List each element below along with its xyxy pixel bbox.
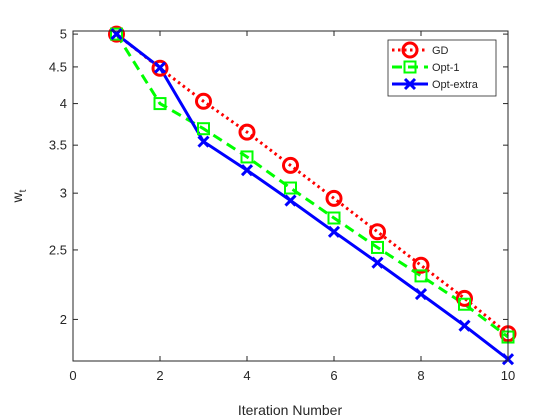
y-tick-label: 4 — [60, 96, 67, 111]
point-gd — [195, 92, 212, 110]
point-opt-1 — [197, 122, 210, 136]
point-opt-extra — [153, 61, 167, 74]
point-gd — [108, 25, 125, 43]
point-gd — [456, 289, 473, 307]
y-axis-label-sub: t — [18, 189, 29, 192]
point-opt-extra — [414, 287, 428, 301]
plot-frame — [72, 30, 509, 362]
legend-entry-gd: GD — [392, 41, 449, 59]
point-opt-1 — [327, 211, 341, 225]
legend-swatch-marker — [403, 60, 417, 74]
point-gd — [369, 223, 386, 241]
point-opt-1 — [153, 97, 167, 111]
y-tick-label: 3 — [60, 186, 67, 201]
point-opt-1 — [371, 240, 384, 254]
svg-text:wt: wt — [9, 189, 29, 203]
point-opt-1 — [414, 269, 428, 283]
y-axis-label: wt — [9, 189, 29, 203]
legend-label: Opt-extra — [432, 79, 479, 91]
point-opt-extra — [371, 256, 384, 269]
point-opt-extra — [197, 135, 210, 148]
x-tick-label: 10 — [501, 368, 515, 383]
y-tick-label: 2.5 — [49, 242, 67, 257]
x-axis-label: Iteration Number — [238, 402, 343, 418]
x-tick-label: 2 — [156, 368, 163, 383]
x-tick-label: 6 — [330, 368, 337, 383]
x-axis-ticks: 0 2 4 6 8 10 — [69, 31, 515, 383]
point-opt-1 — [240, 150, 254, 164]
y-tick-label: 3.5 — [49, 138, 67, 153]
y-tick-label: 5 — [60, 27, 67, 42]
point-opt-extra — [458, 319, 471, 332]
series-lines — [115, 32, 509, 361]
series-line-opt-1 — [115, 33, 509, 339]
point-gd — [238, 123, 256, 141]
point-opt-extra — [327, 225, 341, 238]
point-opt-extra — [240, 164, 254, 177]
point-opt-extra — [284, 194, 297, 207]
y-tick-label: 2 — [60, 312, 67, 327]
point-opt-1 — [110, 27, 123, 41]
x-tick-label: 4 — [243, 368, 250, 383]
series-markers — [108, 25, 517, 366]
x-tick-label: 8 — [417, 368, 424, 383]
point-gd — [151, 59, 169, 77]
y-axis-ticks: 2 2.5 3 3.5 4 4.5 5 — [49, 27, 508, 327]
point-gd — [282, 156, 299, 174]
x-tick-label: 0 — [69, 368, 76, 383]
legend: GD Opt-1 Opt-extra — [387, 39, 497, 97]
y-tick-label: 4.5 — [49, 59, 67, 74]
point-opt-1 — [458, 297, 471, 311]
series-line-gd — [115, 32, 509, 335]
legend-label: Opt-1 — [432, 62, 460, 74]
legend-label: GD — [432, 45, 449, 57]
legend-swatch-marker — [403, 77, 417, 91]
legend-entry-opt-1: Opt-1 — [392, 60, 460, 74]
legend-swatch-marker — [401, 41, 419, 59]
y-axis-label-main: w — [9, 191, 25, 203]
point-opt-1 — [284, 181, 297, 195]
point-gd — [412, 256, 430, 274]
legend-entry-opt-extra: Opt-extra — [392, 77, 479, 91]
series-line-opt-extra — [115, 32, 509, 361]
point-gd — [325, 189, 343, 207]
